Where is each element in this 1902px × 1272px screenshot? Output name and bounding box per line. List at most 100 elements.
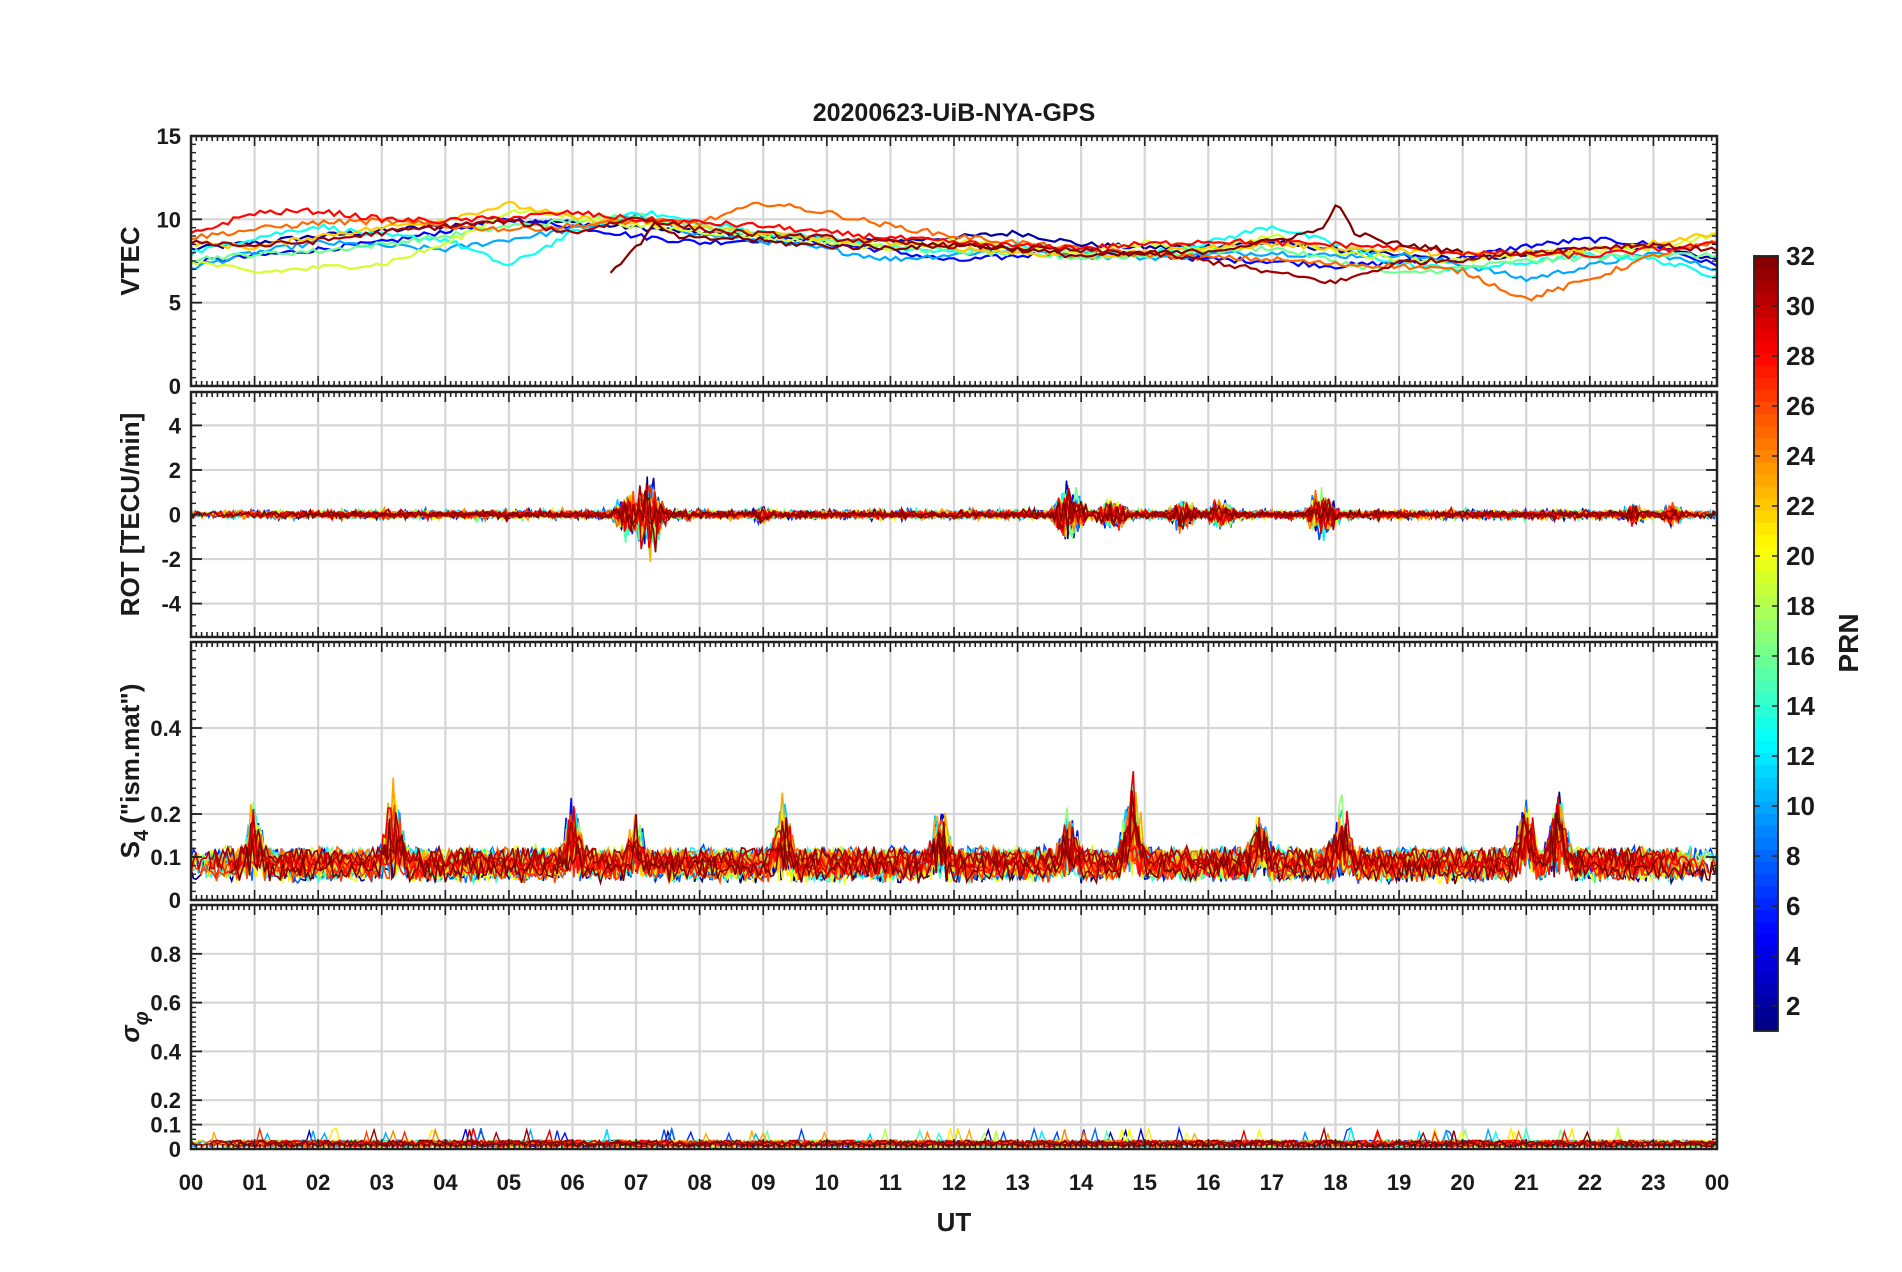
colorbar-segment (1754, 849, 1778, 863)
colorbar-tick-label: 22 (1786, 491, 1815, 521)
rot-series-prn-23 (215, 494, 1717, 562)
s4-ytick-label: 0.1 (150, 845, 181, 870)
x-tick-label: 04 (433, 1170, 458, 1195)
colorbar-segment (1754, 449, 1778, 463)
x-tick-label: 19 (1387, 1170, 1411, 1195)
x-tick-label: 20 (1450, 1170, 1474, 1195)
colorbar-tick-label: 12 (1786, 741, 1815, 771)
colorbar-tick-label: 8 (1786, 841, 1800, 871)
colorbar-segment (1754, 328, 1778, 342)
colorbar-segment (1754, 437, 1778, 451)
colorbar-segment (1754, 582, 1778, 596)
colorbar-segment (1754, 934, 1778, 947)
colorbar-segment (1754, 595, 1778, 608)
x-tick-label: 22 (1578, 1170, 1602, 1195)
sigphi-ytick-label: 0.8 (150, 942, 181, 967)
s4-series-prn-30 (191, 804, 1680, 875)
colorbar-segment (1754, 364, 1778, 378)
colorbar-segment (1754, 667, 1778, 681)
x-tick-label: 03 (370, 1170, 394, 1195)
colorbar-segment (1754, 946, 1778, 959)
panel-rot: -4 -2 0 2 4 ROT [TECU/min] (115, 390, 1719, 639)
colorbar-tick-label: 26 (1786, 391, 1815, 421)
colorbar-tick-label: 10 (1786, 791, 1815, 821)
colorbar-segment (1754, 982, 1778, 996)
colorbar-segment (1754, 909, 1778, 923)
x-tick-label: 12 (942, 1170, 966, 1195)
x-tick-label: 05 (497, 1170, 521, 1195)
x-tick-label: 11 (879, 1170, 902, 1195)
s4-ylabel: S4 ("ism.mat") (115, 684, 153, 859)
x-tick-label: 10 (815, 1170, 839, 1195)
rot-ytick-label: 4 (169, 413, 182, 438)
sigphi-grid (191, 905, 1717, 1149)
s4-ylabel-main: S (115, 841, 145, 858)
colorbar-segment (1754, 461, 1778, 475)
x-tick-label: 01 (242, 1170, 266, 1195)
sigphi-ticks (190, 904, 1718, 1150)
colorbar-segment (1754, 837, 1778, 850)
colorbar-tick-label: 14 (1786, 691, 1815, 721)
x-tick-label: 21 (1514, 1170, 1538, 1195)
sigphi-ytick-label: 0.6 (150, 991, 181, 1016)
x-tick-label: 06 (560, 1170, 584, 1195)
colorbar-segment (1754, 813, 1778, 826)
colorbar-segment (1754, 268, 1778, 281)
colorbar-segment (1754, 716, 1778, 729)
colorbar-segment (1754, 401, 1778, 415)
vtec-grid (191, 136, 1717, 386)
colorbar-segment (1754, 728, 1778, 741)
colorbar-segment (1754, 740, 1778, 754)
colorbar-segment (1754, 752, 1778, 766)
colorbar-frame (1753, 255, 1779, 1032)
rot-series-prn-32 (191, 490, 1716, 532)
sigphi-series-prn-32 (228, 1130, 1717, 1148)
colorbar-tick-label: 18 (1786, 591, 1815, 621)
rot-ticks (190, 391, 1718, 638)
panel-vtec: 0 5 10 15 VTEC (115, 124, 1719, 399)
colorbar-tick-label: 28 (1786, 341, 1815, 371)
colorbar-segment (1754, 280, 1778, 293)
colorbar-segment (1754, 498, 1778, 511)
colorbar-tick-label: 4 (1786, 941, 1801, 971)
vtec-ytick-label: 10 (157, 207, 181, 232)
vtec-series-prn-28 (191, 207, 1717, 260)
colorbar-segment (1754, 546, 1778, 560)
colorbar-segment (1754, 704, 1778, 717)
colorbar-tick-label: 6 (1786, 891, 1800, 921)
colorbar-segment (1754, 1006, 1778, 1020)
rot-series-prn-29 (241, 497, 1716, 549)
colorbar-segment (1754, 377, 1778, 390)
colorbar-segment (1754, 776, 1778, 790)
colorbar-tick-label: 20 (1786, 541, 1815, 571)
vtec-ytick-label: 0 (169, 374, 181, 399)
colorbar-segment (1754, 292, 1778, 306)
vtec-ticks (190, 135, 1718, 387)
colorbar-segment (1754, 861, 1778, 875)
colorbar-segment (1754, 994, 1778, 1008)
panel-s4: 0 0.1 0.2 0.4 S4 ("ism.mat") (115, 640, 1719, 913)
colorbar-segment (1754, 825, 1778, 838)
colorbar-segment (1754, 788, 1778, 802)
sigma-symbol: σ (115, 1024, 145, 1043)
colorbar-segment (1754, 510, 1778, 524)
rot-ytick-label: 2 (169, 458, 181, 483)
vtec-ytick-label: 15 (157, 124, 181, 149)
colorbar-segment (1754, 800, 1778, 814)
rot-series (191, 476, 1717, 562)
colorbar-segment (1754, 316, 1778, 330)
s4-ytick-label: 0 (169, 888, 181, 913)
rot-ylabel: ROT [TECU/min] (115, 413, 145, 617)
x-axis: 00 01 02 03 04 05 06 07 08 09 10 11 12 13 14 15 16 17 18 19… (179, 1170, 1729, 1195)
colorbar-segment (1754, 256, 1778, 269)
x-tick-label: 18 (1323, 1170, 1347, 1195)
rot-series-prn-26 (292, 490, 1716, 530)
colorbar-segment (1754, 607, 1778, 620)
colorbar-label: PRN (1833, 613, 1864, 672)
sigphi-ytick-label: 0.2 (150, 1088, 181, 1113)
vtec-ytick-label: 5 (169, 291, 181, 316)
colorbar-segment (1754, 897, 1778, 911)
colorbar-segment (1754, 522, 1778, 536)
